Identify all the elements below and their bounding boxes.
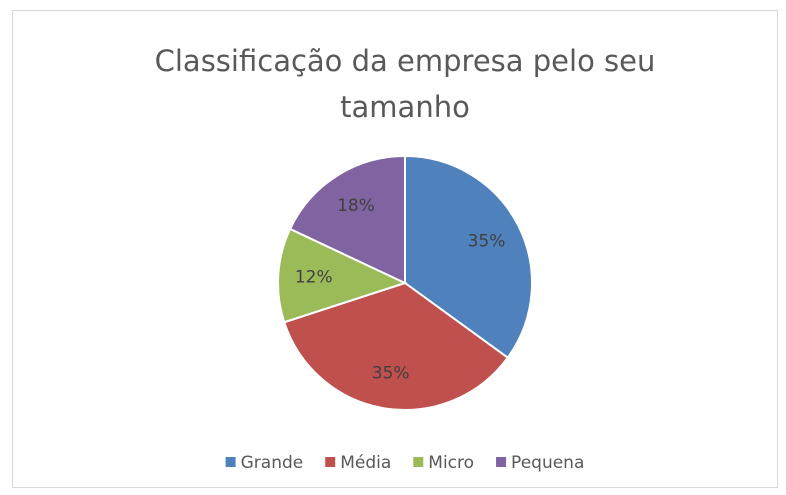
legend-label: Média [340, 453, 391, 473]
legend-label: Micro [428, 453, 474, 473]
data-label: 12% [295, 267, 333, 287]
pie-slice [404, 154, 533, 360]
pie-slice [282, 281, 510, 411]
chart-title: Classificação da empresa pelo seu tamanh… [154, 44, 656, 124]
pie-slice [277, 227, 408, 324]
legend-label: Pequena [511, 453, 584, 473]
chart-frame [12, 10, 778, 488]
data-label: 35% [372, 363, 410, 383]
pie-slice [288, 154, 406, 285]
legend-swatch [225, 457, 236, 467]
legend-swatch [325, 457, 336, 467]
data-label: 35% [468, 231, 506, 251]
legend-label: Grande [241, 453, 304, 473]
data-label: 18% [337, 196, 375, 216]
legend-swatch [496, 457, 507, 467]
legend-swatch [413, 457, 424, 467]
